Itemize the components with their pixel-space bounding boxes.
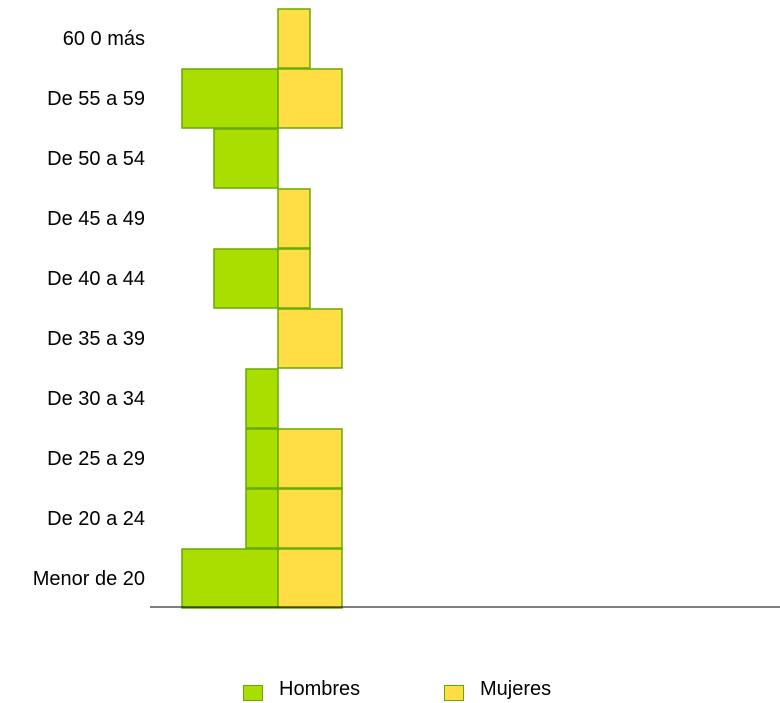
bar-mujeres-menor-de-20 bbox=[277, 548, 343, 609]
legend-swatch-hombres bbox=[243, 685, 263, 701]
legend-mujeres: Mujeres bbox=[444, 676, 551, 702]
bars bbox=[181, 8, 343, 609]
legend-swatch-mujeres bbox=[444, 685, 464, 701]
population-pyramid-chart: Menor de 20 De 20 a 24 De 25 a 29 De 30 a 3… bbox=[33, 8, 780, 609]
bar-hombres-de-30-a-34 bbox=[245, 368, 279, 429]
bar-hombres-de-25-a-29 bbox=[245, 428, 279, 489]
category-label-60-0-m-s: 60 0 más bbox=[63, 28, 145, 50]
bar-mujeres-de-20-a-24 bbox=[277, 488, 343, 549]
bar-mujeres-de-55-a-59 bbox=[277, 68, 343, 129]
legend-hombres: Hombres bbox=[243, 676, 360, 702]
bar-hombres-menor-de-20 bbox=[181, 548, 279, 609]
bar-mujeres-de-35-a-39 bbox=[277, 308, 343, 369]
bar-hombres-de-20-a-24 bbox=[245, 488, 279, 549]
legend-label-hombres: Hombres bbox=[279, 677, 361, 700]
legend-label-mujeres: Mujeres bbox=[480, 677, 552, 700]
category-labels: Menor de 20 De 20 a 24 De 25 a 29 De 30 a 3… bbox=[33, 28, 145, 590]
category-label-de-55-a-59: De 55 a 59 bbox=[47, 88, 145, 110]
bar-hombres-de-40-a-44 bbox=[213, 248, 279, 309]
bar-hombres-de-55-a-59 bbox=[181, 68, 279, 129]
bar-mujeres-de-25-a-29 bbox=[277, 428, 343, 489]
bar-mujeres-de-45-a-49 bbox=[277, 188, 311, 249]
category-label-de-40-a-44: De 40 a 44 bbox=[47, 268, 145, 290]
category-label-menor-de-20: Menor de 20 bbox=[33, 568, 145, 590]
bar-mujeres-de-40-a-44 bbox=[277, 248, 311, 309]
category-label-de-50-a-54: De 50 a 54 bbox=[47, 148, 145, 170]
category-label-de-25-a-29: De 25 a 29 bbox=[47, 448, 145, 470]
category-label-de-35-a-39: De 35 a 39 bbox=[47, 328, 145, 350]
category-label-de-45-a-49: De 45 a 49 bbox=[47, 208, 145, 230]
bar-hombres-de-50-a-54 bbox=[213, 128, 279, 189]
category-label-de-20-a-24: De 20 a 24 bbox=[47, 508, 145, 530]
bar-mujeres-60-0-m-s bbox=[277, 8, 311, 69]
category-label-de-30-a-34: De 30 a 34 bbox=[47, 388, 145, 410]
